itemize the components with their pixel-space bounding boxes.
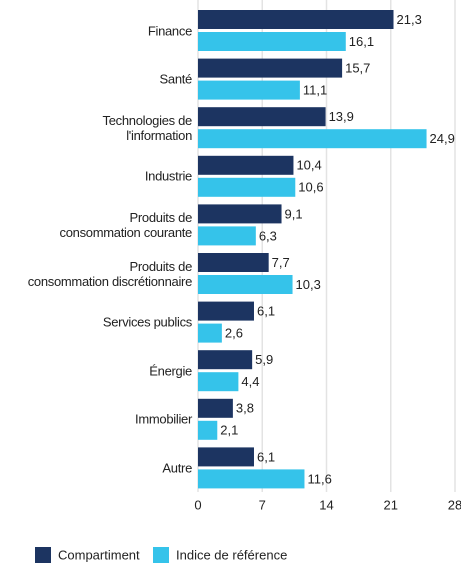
bar [198, 155, 294, 175]
value-label: 13,9 [329, 109, 354, 124]
bar [198, 420, 218, 440]
bar [198, 253, 269, 272]
x-tick-label: 28 [448, 497, 461, 512]
legend-label: Indice de référence [176, 547, 287, 562]
value-label: 4,4 [241, 374, 259, 389]
value-label: 9,1 [285, 206, 303, 221]
x-tick-label: 14 [319, 497, 333, 512]
bar [198, 107, 326, 127]
legend-label: Compartiment [58, 547, 140, 562]
value-label: 11,1 [303, 83, 327, 98]
value-label: 15,7 [345, 61, 370, 76]
value-label: 11,6 [307, 471, 331, 486]
category-label: Technologies de l'information [102, 112, 193, 143]
category-label: Services publics [102, 314, 192, 330]
bar [198, 275, 293, 294]
value-label: 6,3 [259, 228, 277, 243]
category-label: Immobilier [135, 411, 192, 427]
category-label: Santé [159, 71, 193, 87]
bar [198, 58, 343, 78]
legend-swatch [153, 547, 169, 563]
value-label: 2,1 [220, 423, 238, 438]
bar [198, 372, 239, 392]
bar [198, 350, 253, 370]
value-label: 5,9 [255, 352, 273, 367]
bar [198, 301, 254, 321]
category-label: Industrie [144, 168, 192, 184]
bar [198, 10, 394, 29]
bar [198, 226, 256, 246]
value-label: 10,4 [296, 158, 321, 173]
value-label: 16,1 [349, 34, 374, 49]
bar [198, 204, 282, 224]
bar [198, 323, 222, 343]
category-label: Produits de consommation courante [59, 209, 193, 240]
value-label: 10,3 [296, 277, 321, 292]
bar [198, 177, 296, 197]
value-label: 24,9 [430, 131, 455, 146]
category-label: Énergie [149, 363, 192, 379]
value-label: 2,6 [225, 326, 243, 341]
x-tick-label: 21 [384, 497, 398, 512]
bar [198, 469, 305, 489]
value-label: 6,1 [257, 304, 275, 319]
value-label: 10,6 [298, 180, 323, 195]
category-label: Finance [147, 23, 192, 38]
bar [198, 129, 427, 149]
legend-swatch [35, 547, 51, 563]
value-label: 3,8 [236, 401, 254, 416]
value-label: 21,3 [397, 12, 422, 27]
value-label: 7,7 [272, 255, 290, 270]
bar [198, 80, 300, 100]
category-label: Autre [162, 460, 192, 476]
value-label: 6,1 [257, 449, 275, 464]
bar [198, 32, 346, 51]
bar [198, 398, 233, 418]
category-label: Produits de consommation discrétionnaire [27, 258, 193, 289]
x-tick-label: 7 [259, 497, 266, 512]
bar [198, 447, 254, 467]
x-tick-label: 0 [194, 497, 201, 512]
